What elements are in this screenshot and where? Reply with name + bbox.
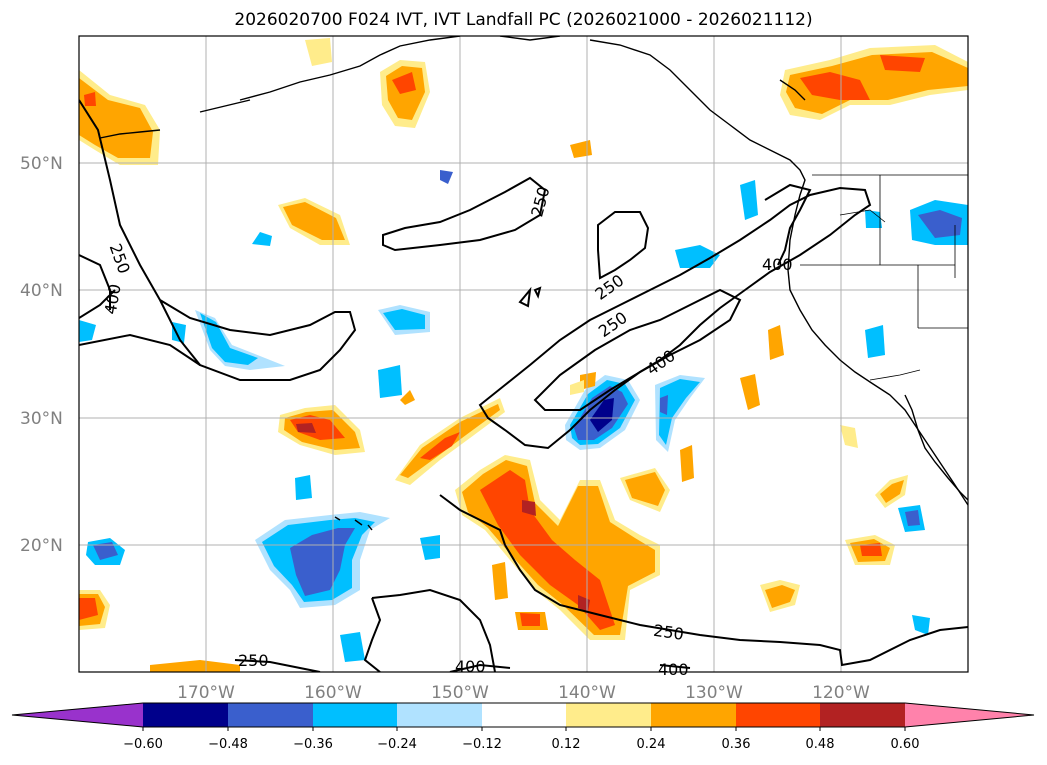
longitude-labels: 170°W 160°W 150°W 140°W 130°W 120°W <box>177 683 870 703</box>
colorbar-tick-label: −0.60 <box>123 737 163 752</box>
contour-label: 250 <box>652 621 685 644</box>
political-borders <box>800 174 968 381</box>
lon-label: 140°W <box>558 683 616 703</box>
colorbar-tick-label: 0.60 <box>891 737 920 752</box>
contour-label: 250 <box>591 271 627 304</box>
colorbar-tick-label: 0.24 <box>637 737 666 752</box>
colorbar-segment <box>820 703 905 727</box>
colorbar-segment <box>651 703 736 727</box>
colorbar-tick-label: −0.12 <box>462 737 502 752</box>
lon-label: 130°W <box>685 683 743 703</box>
latitude-labels: 50°N 40°N 30°N 20°N <box>20 154 63 556</box>
colorbar-segment <box>143 703 228 727</box>
contour-label: 400 <box>101 282 125 315</box>
lat-label: 20°N <box>20 536 63 556</box>
lon-label: 160°W <box>304 683 362 703</box>
contour-label: 250 <box>527 184 553 218</box>
ivt-contours <box>79 99 968 672</box>
contour-label: 400 <box>455 657 486 676</box>
map-frame <box>78 35 969 673</box>
colorbar-segment <box>228 703 313 727</box>
lon-label: 170°W <box>177 683 235 703</box>
colorbar-segment <box>397 703 482 727</box>
colorbar-segment <box>566 703 651 727</box>
lat-label: 30°N <box>20 409 63 429</box>
figure-title: 2026020700 F024 IVT, IVT Landfall PC (20… <box>234 10 813 30</box>
lon-label: 150°W <box>431 683 489 703</box>
coastlines <box>99 36 968 531</box>
colorbar-segment <box>482 703 566 727</box>
contour-label: 250 <box>595 308 631 341</box>
colorbar-tick-label: 0.12 <box>552 737 581 752</box>
colorbar-segment <box>736 703 820 727</box>
lat-label: 40°N <box>20 281 63 301</box>
shaded-anomaly-regions <box>79 38 968 672</box>
colorbar-under <box>12 703 143 727</box>
lat-label: 50°N <box>20 154 63 174</box>
colorbar-tick-label: −0.36 <box>293 737 333 752</box>
colorbar-tick-label: 0.48 <box>806 737 835 752</box>
colorbar-tick-label: −0.48 <box>208 737 248 752</box>
lon-label: 120°W <box>812 683 870 703</box>
gridlines <box>79 36 968 672</box>
contour-label: 400 <box>658 660 689 679</box>
colorbar-tick-label: −0.24 <box>377 737 417 752</box>
contour-label: 400 <box>762 255 793 274</box>
contour-label: 250 <box>238 651 269 670</box>
colorbar-over <box>905 703 1034 727</box>
colorbar-segment <box>313 703 397 727</box>
colorbar-tick-label: 0.36 <box>722 737 751 752</box>
colorbar: −0.60 −0.48 −0.36 −0.24 −0.12 0.12 0.24 … <box>11 702 1035 752</box>
